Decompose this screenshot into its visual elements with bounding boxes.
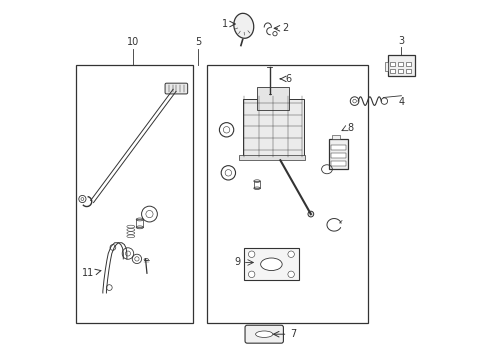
Bar [206, 65, 367, 323]
Bar [253, 181, 260, 188]
Bar [389, 69, 395, 73]
Bar [398, 62, 403, 66]
Circle shape [287, 271, 294, 278]
Text: 1: 1 [222, 19, 228, 29]
FancyBboxPatch shape [244, 325, 283, 343]
Text: 5: 5 [194, 37, 201, 47]
Bar [136, 220, 143, 227]
Ellipse shape [260, 258, 282, 271]
Bar [332, 135, 339, 139]
Circle shape [287, 251, 294, 257]
Text: 3: 3 [398, 36, 404, 46]
Bar [330, 161, 346, 166]
Bar [243, 248, 299, 280]
Text: 10: 10 [127, 37, 139, 47]
Text: 7: 7 [289, 329, 296, 339]
Ellipse shape [233, 13, 253, 38]
Text: 4: 4 [398, 97, 404, 107]
FancyBboxPatch shape [165, 83, 187, 94]
Bar [76, 65, 192, 323]
Bar [389, 62, 395, 66]
Bar [239, 155, 305, 160]
Circle shape [248, 251, 254, 257]
Ellipse shape [255, 331, 272, 337]
Circle shape [307, 211, 313, 217]
Text: 6: 6 [285, 74, 290, 84]
Circle shape [248, 271, 254, 278]
Bar [387, 55, 414, 76]
Bar [406, 69, 410, 73]
Bar [330, 145, 346, 150]
Bar [398, 69, 403, 73]
Bar [330, 153, 346, 158]
Bar [242, 99, 303, 157]
Bar [384, 62, 387, 71]
Text: 2: 2 [282, 23, 288, 33]
Bar [406, 62, 410, 66]
Text: 8: 8 [346, 123, 352, 133]
Bar [257, 87, 289, 110]
Text: 9: 9 [234, 257, 240, 267]
Bar [328, 139, 348, 169]
Text: 11: 11 [82, 267, 94, 278]
